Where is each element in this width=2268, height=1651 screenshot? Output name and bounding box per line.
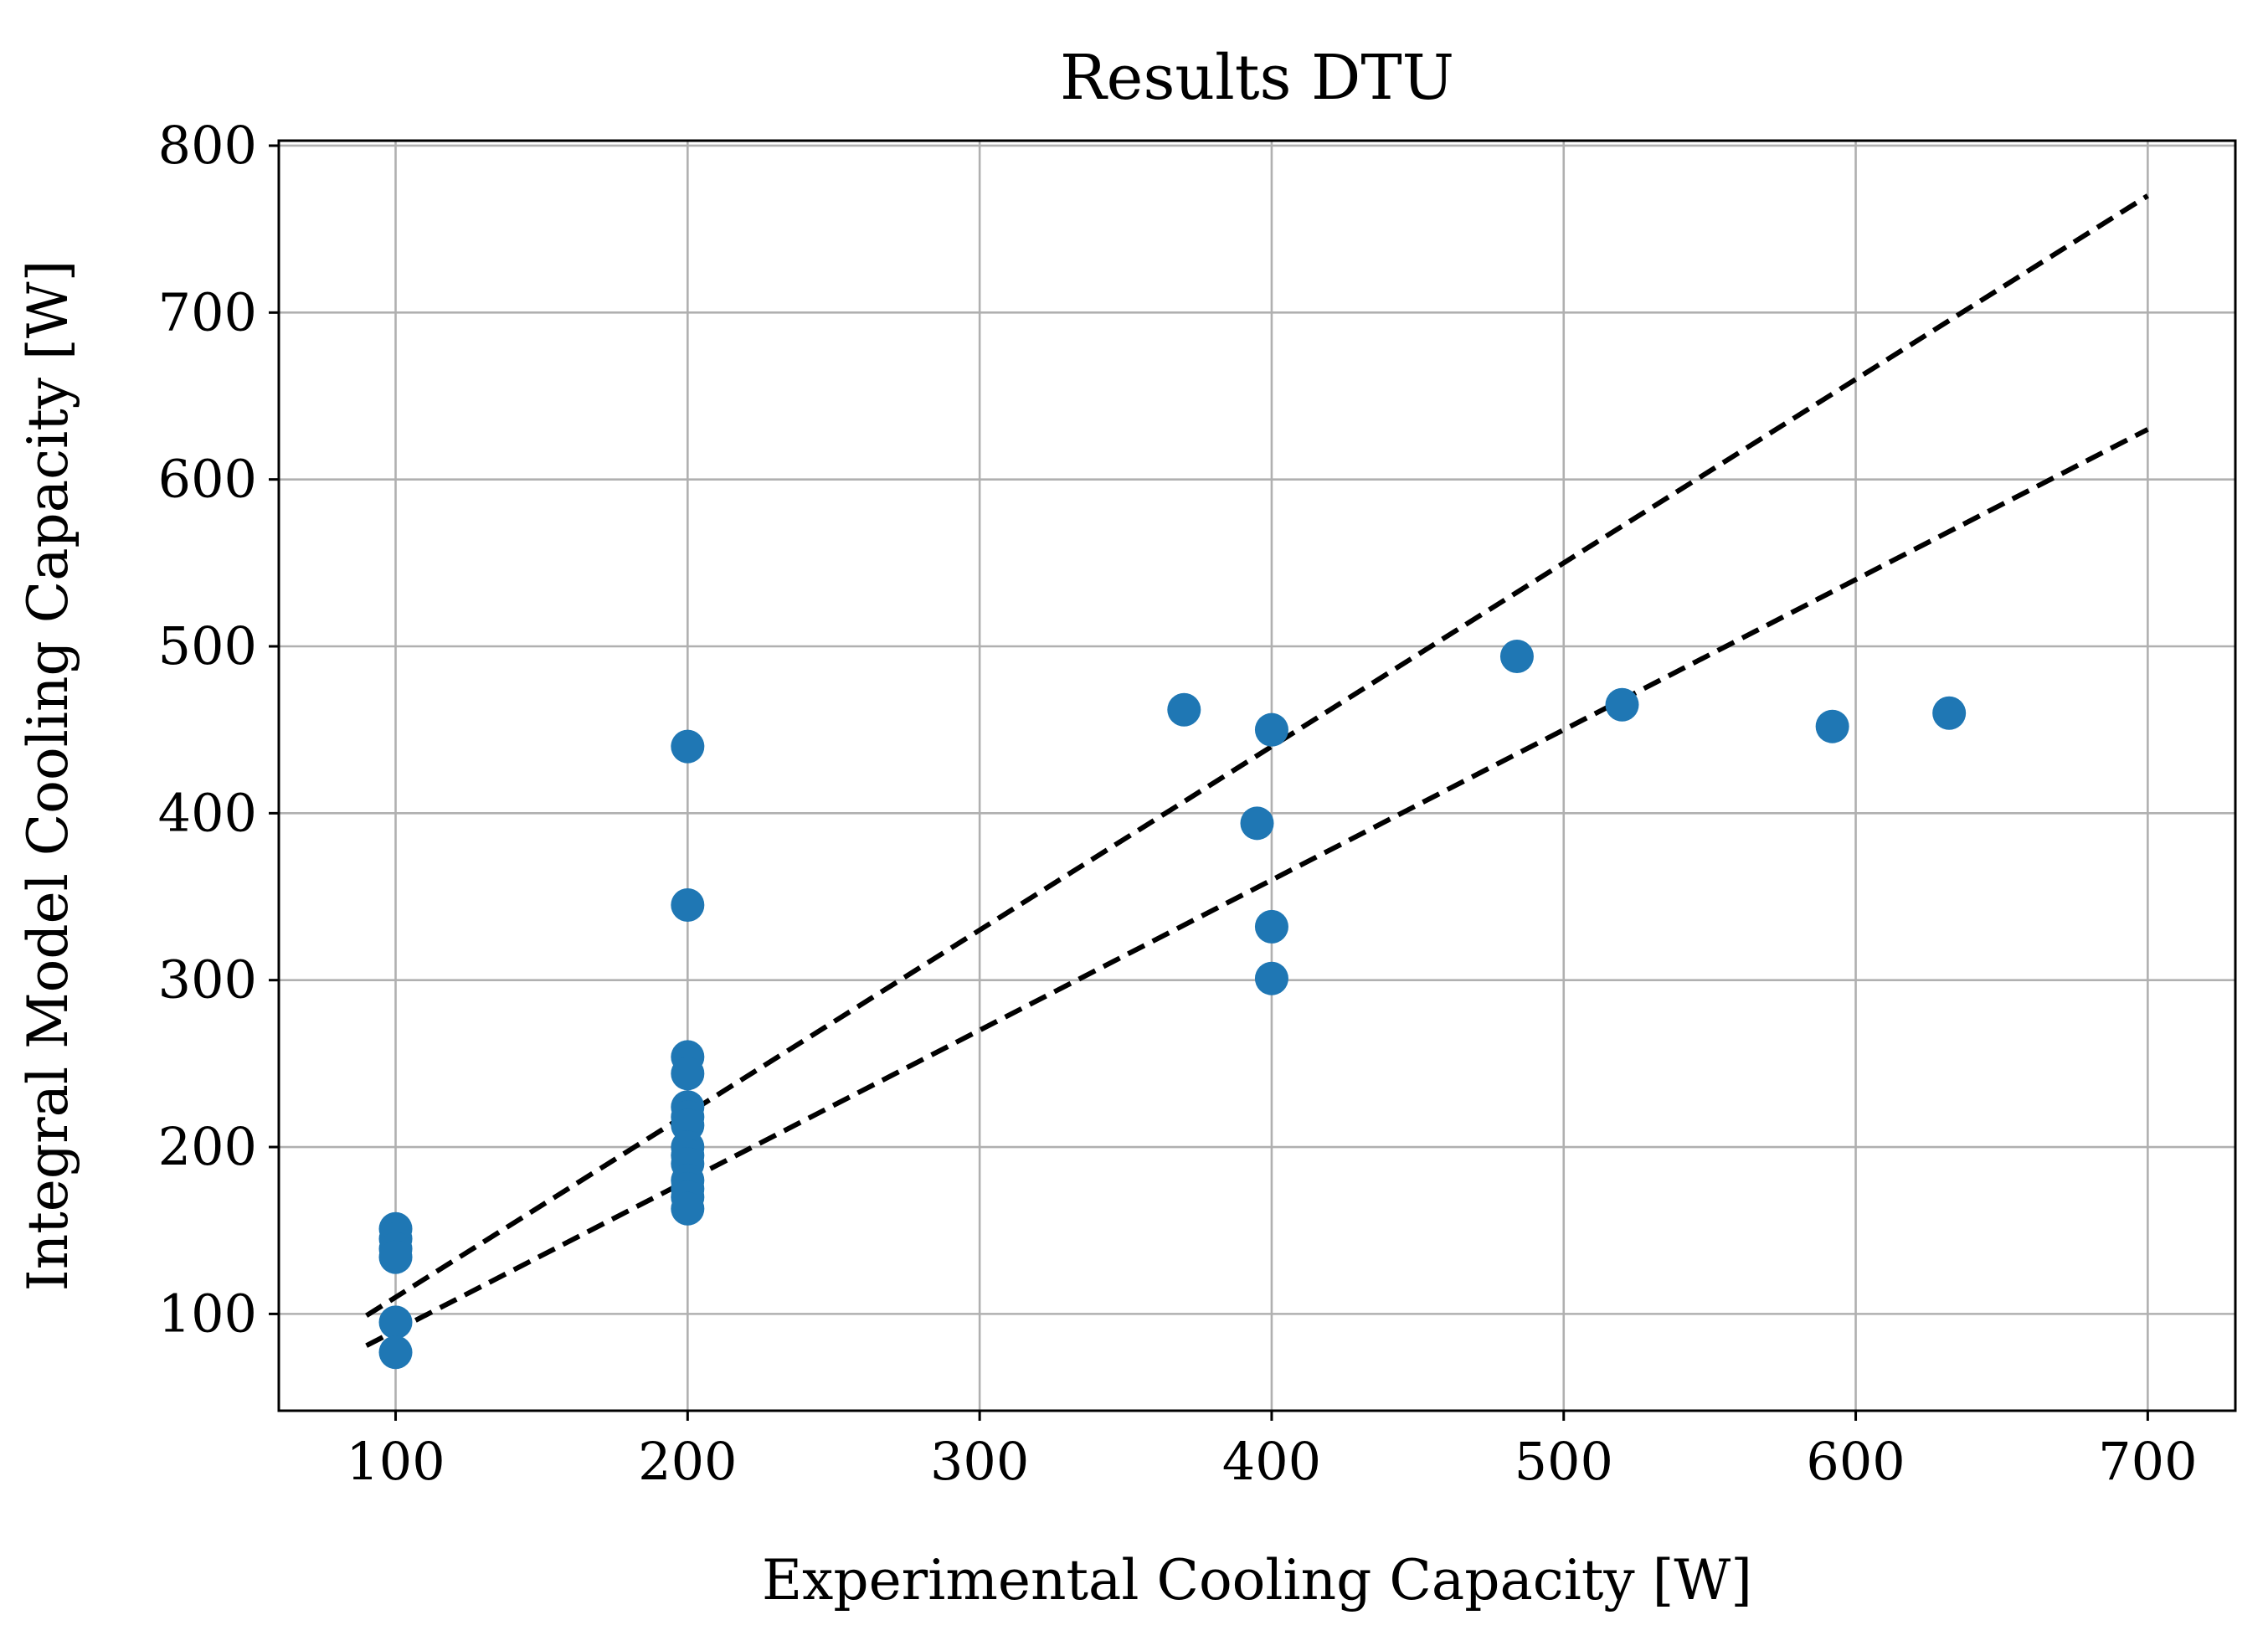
grid [279,141,2235,1411]
data-point-23 [1254,909,1288,944]
data-point-26 [1605,687,1639,722]
y-tick-label-1: 200 [158,1116,257,1177]
chart-title: Results DTU [1060,42,1454,114]
data-point-5 [378,1335,413,1370]
y-tick-label-0: 100 [158,1283,257,1344]
y-tick-label-5: 600 [158,449,257,510]
data-point-9 [671,1057,705,1091]
data-point-22 [1254,712,1288,747]
data-point-21 [1240,806,1274,841]
data-point-7 [671,887,705,922]
data-point-20 [1167,692,1201,727]
data-point-24 [1254,961,1288,995]
data-point-28 [1932,696,1967,730]
x-tick-label-5: 600 [1806,1431,1905,1492]
y-tick-label-6: 700 [158,281,257,342]
y-tick-label-7: 800 [158,115,257,176]
x-tick-label-3: 400 [1222,1431,1321,1492]
data-point-4 [378,1305,413,1340]
data-point-27 [1815,709,1849,743]
reference-lines [365,193,2149,1348]
axis-ticks: 100 200 300 400 500 600 700 100 200 300 400 500 600 7… [158,115,2198,1492]
x-tick-label-0: 100 [346,1431,445,1492]
data-point-3 [378,1240,413,1274]
x-axis-label: Experimental Cooling Capacity [W] [762,1548,1752,1612]
y-axis-label: Integral Model Cooling Capacity [W] [16,260,80,1292]
y-tick-label-4: 500 [158,615,257,676]
plot-area-frame [277,139,2237,1412]
reference-line-0 [365,193,2149,1318]
x-tick-label-1: 200 [638,1431,737,1492]
x-tick-label-4: 500 [1515,1431,1613,1492]
y-tick-label-2: 300 [158,949,257,1011]
data-point-6 [671,729,705,764]
y-tick-label-3: 400 [158,782,257,843]
data-point-19 [671,1191,705,1226]
data-points [378,639,1967,1370]
x-tick-label-2: 300 [930,1431,1029,1492]
data-point-25 [1499,639,1534,673]
x-tick-label-6: 700 [2098,1431,2197,1492]
reference-line-1 [365,427,2149,1348]
